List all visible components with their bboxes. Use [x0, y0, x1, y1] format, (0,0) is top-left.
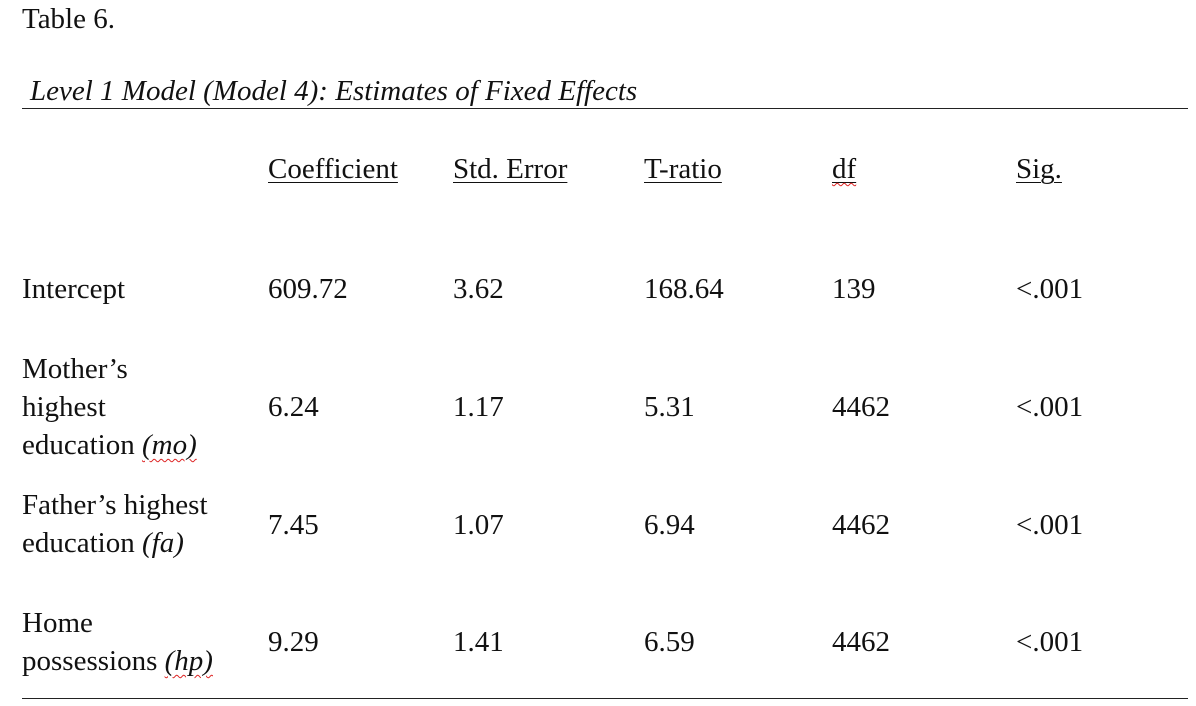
cell-t-ratio: 6.59 [644, 626, 695, 658]
row-label-line: Father’s highest [22, 489, 208, 521]
cell-sig: <.001 [1016, 626, 1084, 658]
column-header-std-error: Std. Error [453, 153, 568, 185]
cell-df: 4462 [832, 626, 890, 658]
column-header-coefficient: Coefficient [268, 153, 398, 185]
table-title: Level 1 Model (Model 4): Estimates of Fi… [30, 75, 638, 107]
cell-coefficient: 609.72 [268, 273, 348, 305]
cell-df: 139 [832, 273, 876, 305]
row-label-line-last: possessions (hp) [22, 642, 213, 680]
row-label-line: Intercept [22, 273, 126, 305]
cell-std-error: 1.17 [453, 391, 504, 423]
row-label-line-last: education (mo) [22, 426, 197, 464]
row-label-abbrev: (mo) [141, 429, 197, 461]
cell-t-ratio: 168.64 [644, 273, 724, 305]
column-header-df: df [832, 150, 856, 188]
row-label-line: Mother’s [22, 353, 128, 385]
bottom-rule [22, 698, 1188, 699]
row-label-abbrev: (fa) [141, 527, 184, 559]
cell-sig: <.001 [1016, 273, 1084, 305]
row-label-line: highest [22, 391, 106, 423]
column-header-sig: Sig. [1016, 153, 1062, 185]
cell-coefficient: 7.45 [268, 509, 319, 541]
cell-std-error: 3.62 [453, 273, 504, 305]
row-label-line: Home [22, 607, 93, 639]
row-label-abbrev: (hp) [164, 645, 213, 677]
cell-sig: <.001 [1016, 509, 1084, 541]
cell-std-error: 1.41 [453, 626, 504, 658]
column-header-t-ratio: T-ratio [644, 153, 722, 185]
row-label-text: education [22, 429, 135, 461]
cell-df: 4462 [832, 391, 890, 423]
row-label-text: education [22, 527, 135, 559]
row-label: Father’s highest education (fa) [22, 486, 208, 562]
cell-t-ratio: 6.94 [644, 509, 695, 541]
row-label: Intercept [22, 270, 125, 308]
row-label: Mother’s highest education (mo) [22, 350, 197, 464]
top-rule [22, 108, 1188, 109]
cell-coefficient: 9.29 [268, 626, 319, 658]
table-number: Table 6. [22, 3, 115, 35]
cell-std-error: 1.07 [453, 509, 504, 541]
cell-coefficient: 6.24 [268, 391, 319, 423]
cell-sig: <.001 [1016, 391, 1084, 423]
column-header-df-text: df [832, 153, 857, 185]
row-label-text: possessions [22, 645, 158, 677]
row-label: Home possessions (hp) [22, 604, 213, 680]
cell-t-ratio: 5.31 [644, 391, 695, 423]
cell-df: 4462 [832, 509, 890, 541]
row-label-line-last: education (fa) [22, 524, 208, 562]
